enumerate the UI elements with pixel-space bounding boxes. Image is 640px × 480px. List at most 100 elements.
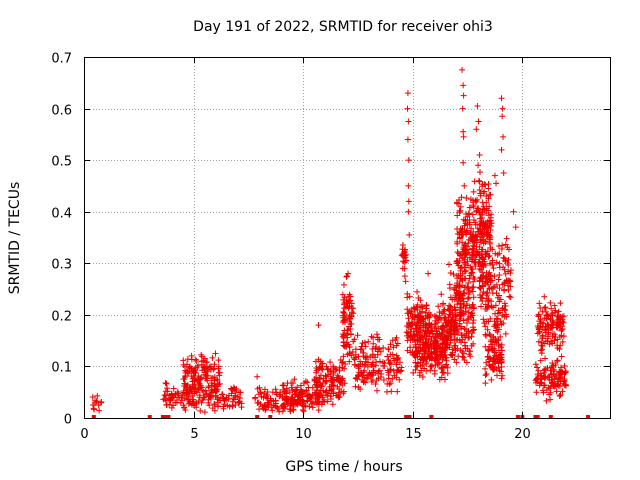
data-point: [415, 344, 422, 351]
data-point: [539, 308, 546, 315]
data-point: [420, 322, 427, 329]
data-point: [483, 359, 490, 366]
data-point: [559, 338, 566, 345]
data-point: [492, 310, 499, 317]
data-point: [399, 242, 406, 249]
data-point: [463, 228, 470, 235]
data-point: [432, 357, 439, 364]
data-point: [397, 368, 404, 375]
data-point: [312, 392, 319, 399]
data-point: [449, 296, 456, 303]
y-tick-label: 0.7: [51, 52, 72, 67]
data-point: [493, 327, 500, 334]
data-point: [342, 361, 349, 368]
data-point: [201, 355, 208, 362]
data-point: [404, 105, 411, 112]
data-point: [470, 283, 477, 290]
data-point: [468, 266, 475, 273]
data-point: [346, 350, 353, 357]
y-tick-label: 0.1: [51, 361, 72, 376]
data-point: [470, 340, 477, 347]
data-point: [326, 383, 333, 390]
data-point: [512, 224, 519, 231]
data-point: [482, 251, 489, 258]
data-point: [501, 313, 508, 320]
data-point: [461, 356, 468, 363]
data-point: [549, 317, 556, 324]
data-point: [315, 407, 322, 414]
data-point: [486, 269, 493, 276]
data-point: [341, 305, 348, 312]
zero-marker: [164, 415, 169, 419]
data-point: [437, 314, 444, 321]
data-point: [423, 305, 430, 312]
data-point: [562, 368, 569, 375]
data-point: [415, 313, 422, 320]
data-point: [313, 374, 320, 381]
data-point: [454, 249, 461, 256]
data-point: [380, 344, 387, 351]
data-point: [405, 182, 412, 189]
data-point: [485, 297, 492, 304]
y-tick-label: 0: [64, 413, 72, 428]
data-point: [352, 351, 359, 358]
data-point: [480, 256, 487, 263]
data-point: [489, 365, 496, 372]
data-point: [256, 384, 263, 391]
data-point: [460, 92, 467, 99]
data-point: [260, 394, 267, 401]
y-axis-label: SRMTID / TECUs: [7, 182, 23, 295]
data-point: [497, 318, 504, 325]
data-point: [254, 373, 261, 380]
data-point: [543, 312, 550, 319]
data-point: [380, 376, 387, 383]
data-point: [205, 384, 212, 391]
data-point: [470, 294, 477, 301]
data-point: [551, 331, 558, 338]
data-point: [195, 362, 202, 369]
data-point: [551, 302, 558, 309]
data-point: [534, 364, 541, 371]
data-point: [554, 357, 561, 364]
data-point: [536, 300, 543, 307]
data-point: [465, 290, 472, 297]
data-point: [295, 392, 302, 399]
data-point: [389, 337, 396, 344]
data-point: [428, 362, 435, 369]
data-point: [265, 399, 272, 406]
data-point: [454, 212, 461, 219]
data-point: [172, 390, 179, 397]
data-point: [501, 300, 508, 307]
data-point: [215, 399, 222, 406]
data-point: [453, 312, 460, 319]
data-point: [432, 312, 439, 319]
data-point: [484, 229, 491, 236]
data-point: [421, 354, 428, 361]
data-point: [469, 320, 476, 327]
data-point: [561, 363, 568, 370]
data-point: [457, 301, 464, 308]
data-point: [479, 230, 486, 237]
data-point: [426, 321, 433, 328]
data-point: [186, 398, 193, 405]
data-point: [494, 320, 501, 327]
data-point: [440, 369, 447, 376]
data-point: [184, 356, 191, 363]
data-point: [476, 244, 483, 251]
data-point: [488, 376, 495, 383]
data-point: [498, 363, 505, 370]
data-point: [506, 293, 513, 300]
data-point: [419, 304, 426, 311]
data-point: [538, 319, 545, 326]
data-point: [556, 346, 563, 353]
data-point: [387, 359, 394, 366]
x-tick-label: 0: [80, 427, 88, 442]
data-point: [200, 364, 207, 371]
data-point: [408, 320, 415, 327]
data-point: [498, 146, 505, 153]
data-point: [436, 309, 443, 316]
data-point: [387, 341, 394, 348]
data-point: [405, 118, 412, 125]
data-point: [304, 379, 311, 386]
data-point: [354, 376, 361, 383]
